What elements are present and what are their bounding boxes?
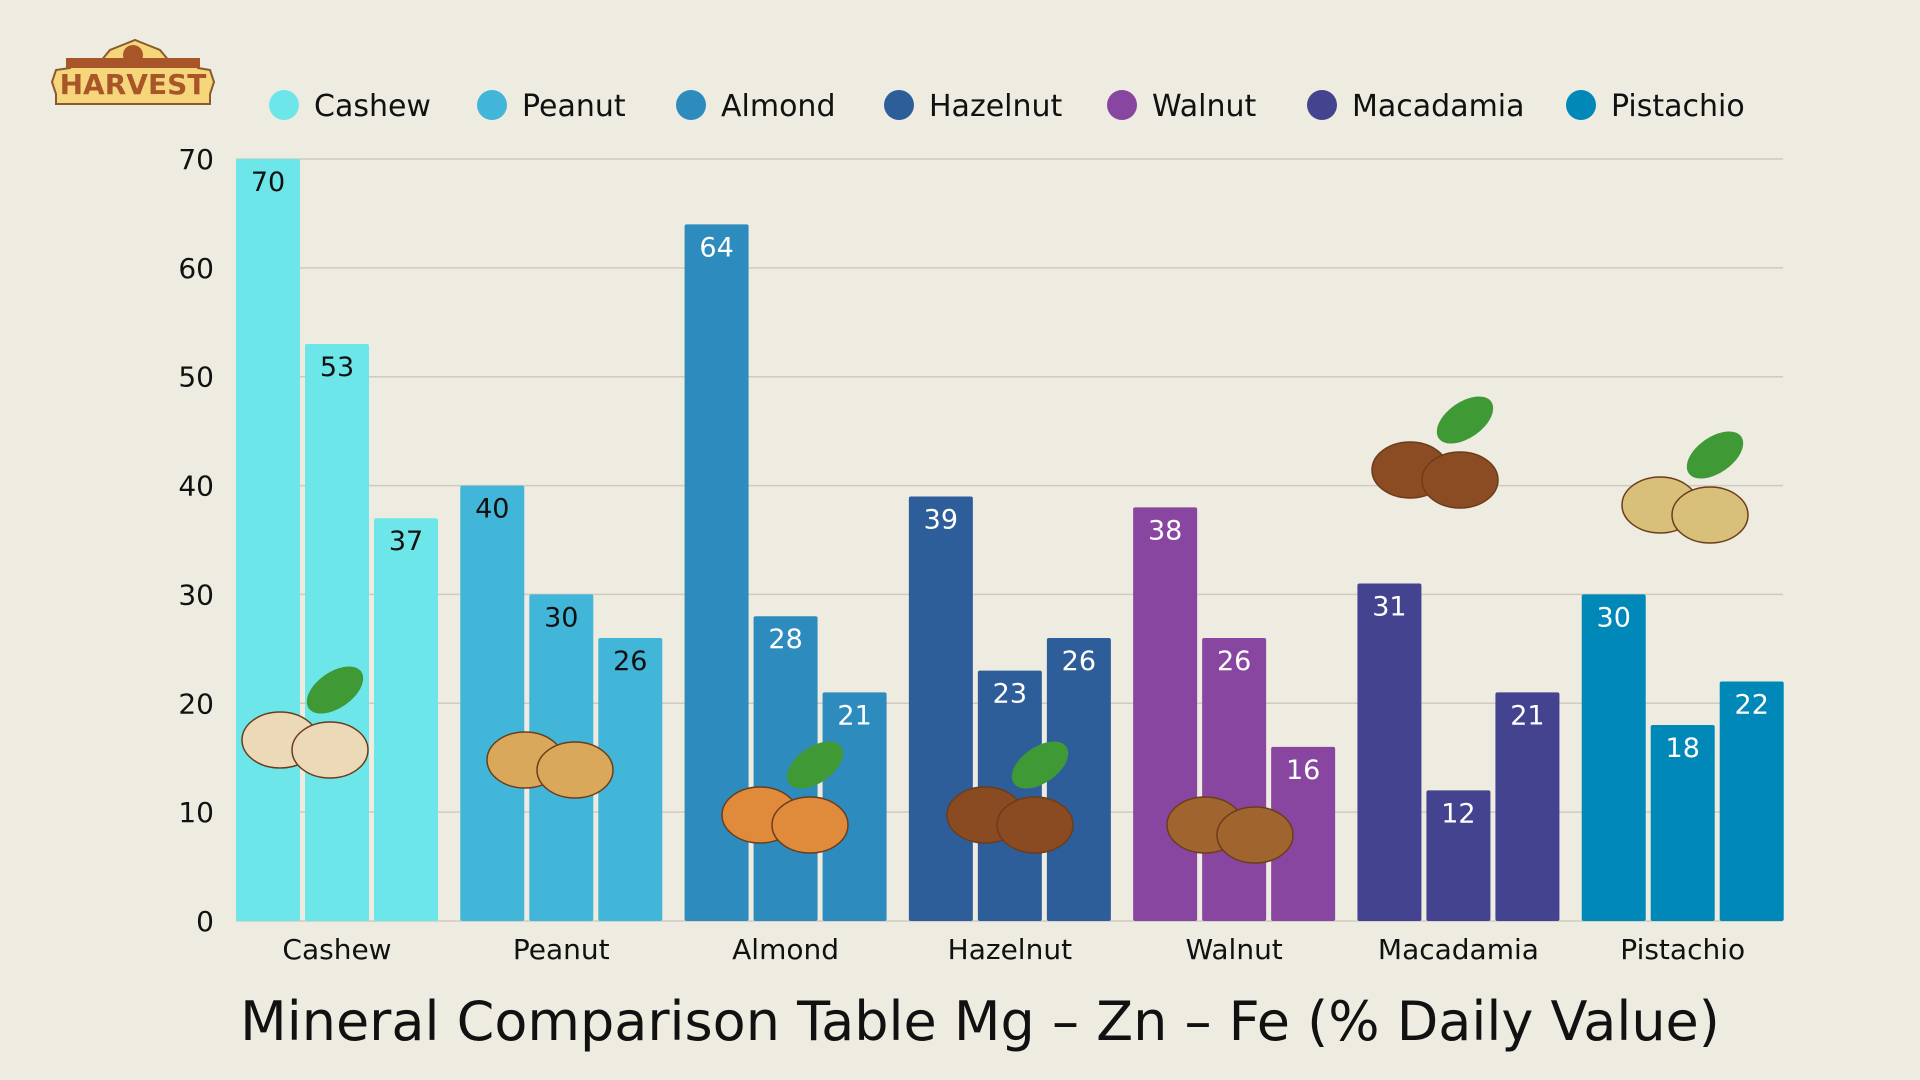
harvest-logo: HARVEST (50, 38, 216, 105)
legend-label: Pistachio (1611, 89, 1745, 124)
y-tick-label: 60 (178, 252, 214, 285)
bar-value-label: 30 (544, 602, 578, 633)
bar (374, 518, 438, 921)
logo-text: HARVEST (60, 68, 207, 101)
bar-value-label: 12 (1441, 798, 1475, 829)
x-tick-label: Peanut (513, 933, 610, 966)
bar-value-label: 23 (993, 679, 1027, 710)
bar-value-label: 21 (1510, 700, 1544, 731)
bar (1495, 692, 1560, 921)
leaf-icon (1011, 741, 1069, 789)
legend-swatch (1307, 90, 1337, 120)
nut-illustration-icon (1621, 431, 1749, 544)
bar-value-label: 38 (1148, 515, 1182, 546)
bar-value-label: 70 (251, 167, 285, 198)
nut-shape (536, 741, 614, 799)
bar-value-label: 40 (475, 494, 509, 525)
bar-value-label: 21 (837, 700, 871, 731)
nut-illustration-icon (486, 731, 614, 799)
leaf-icon (306, 666, 364, 714)
y-tick-label: 30 (178, 578, 214, 611)
bar-value-label: 37 (389, 526, 423, 557)
legend-swatch (477, 90, 507, 120)
bar-value-label: 31 (1372, 592, 1406, 623)
bar-value-label: 16 (1286, 755, 1320, 786)
legend-label: Almond (721, 89, 836, 124)
x-tick-label: Macadamia (1378, 933, 1539, 966)
legend-swatch (269, 90, 299, 120)
legend-label: Hazelnut (929, 89, 1063, 124)
y-tick-label: 0 (196, 905, 214, 938)
legend: Cashew Peanut Almond Hazelnut Walnut Macadami… (269, 89, 1745, 124)
legend-swatch (884, 90, 914, 120)
bar (684, 224, 749, 922)
bar-value-label: 26 (1217, 646, 1251, 677)
bar-value-label: 28 (768, 624, 802, 655)
bar-value-label: 26 (613, 646, 647, 677)
y-tick-label: 50 (178, 361, 214, 394)
x-axis-labels: Cashew Peanut Almond Hazelnut Walnut Macadami… (282, 933, 1745, 966)
bar (236, 159, 300, 921)
bar (1202, 637, 1267, 921)
leaf-icon (1686, 431, 1744, 479)
legend-label: Walnut (1152, 89, 1256, 124)
nut-shape (291, 721, 369, 779)
legend-swatch (1107, 90, 1137, 120)
bar (1581, 594, 1646, 921)
x-tick-label: Walnut (1185, 933, 1282, 966)
nut-illustration-icon (946, 741, 1074, 854)
bar (1719, 681, 1784, 921)
x-tick-label: Almond (732, 933, 839, 966)
legend-swatch (676, 90, 706, 120)
bar-value-label: 64 (699, 232, 733, 263)
legend-label: Macadamia (1352, 89, 1525, 124)
legend-label: Cashew (314, 89, 431, 124)
bar (1133, 507, 1198, 921)
x-tick-label: Hazelnut (948, 933, 1072, 966)
nut-shape (771, 796, 849, 854)
legend-swatch (1566, 90, 1596, 120)
bar-value-label: 39 (924, 504, 958, 535)
leaf-icon (786, 741, 844, 789)
bar (305, 344, 369, 921)
bar (598, 637, 663, 921)
y-tick-label: 40 (178, 470, 214, 503)
bars: 70 53 37 40 30 26 64 28 21 39 23 26 38 26 16 31 12 21 30 18… (236, 159, 1784, 922)
nut-shape (1421, 451, 1499, 509)
bar (908, 496, 973, 921)
nut-illustration-icon (1371, 396, 1499, 509)
nut-shape (1216, 806, 1294, 864)
x-tick-label: Cashew (282, 933, 391, 966)
bar (1426, 790, 1491, 921)
bar (1046, 637, 1111, 921)
chart-title: Mineral Comparison Table Mg – Zn – Fe (%… (240, 990, 1720, 1053)
y-tick-label: 20 (178, 687, 214, 720)
y-tick-label: 10 (178, 796, 214, 829)
x-tick-label: Pistachio (1620, 933, 1745, 966)
y-axis-ticks: 0 10 20 30 40 50 60 70 (178, 143, 214, 938)
nut-shape (1671, 486, 1749, 544)
nut-illustrations (241, 396, 1749, 864)
nut-illustration-icon (241, 666, 369, 779)
nut-illustration-icon (1166, 796, 1294, 864)
bar-value-label: 18 (1666, 733, 1700, 764)
bar (1271, 746, 1336, 921)
bar-value-label: 22 (1735, 690, 1769, 721)
bar-value-label: 26 (1062, 646, 1096, 677)
nut-shape (996, 796, 1074, 854)
leaf-icon (1436, 396, 1494, 444)
bar (1650, 725, 1715, 921)
bar-value-label: 30 (1597, 602, 1631, 633)
bar (1357, 583, 1422, 921)
nut-illustration-icon (721, 741, 849, 854)
bar-value-label: 53 (320, 352, 354, 383)
bar (460, 485, 525, 921)
y-tick-label: 70 (178, 143, 214, 176)
legend-label: Peanut (522, 89, 626, 124)
